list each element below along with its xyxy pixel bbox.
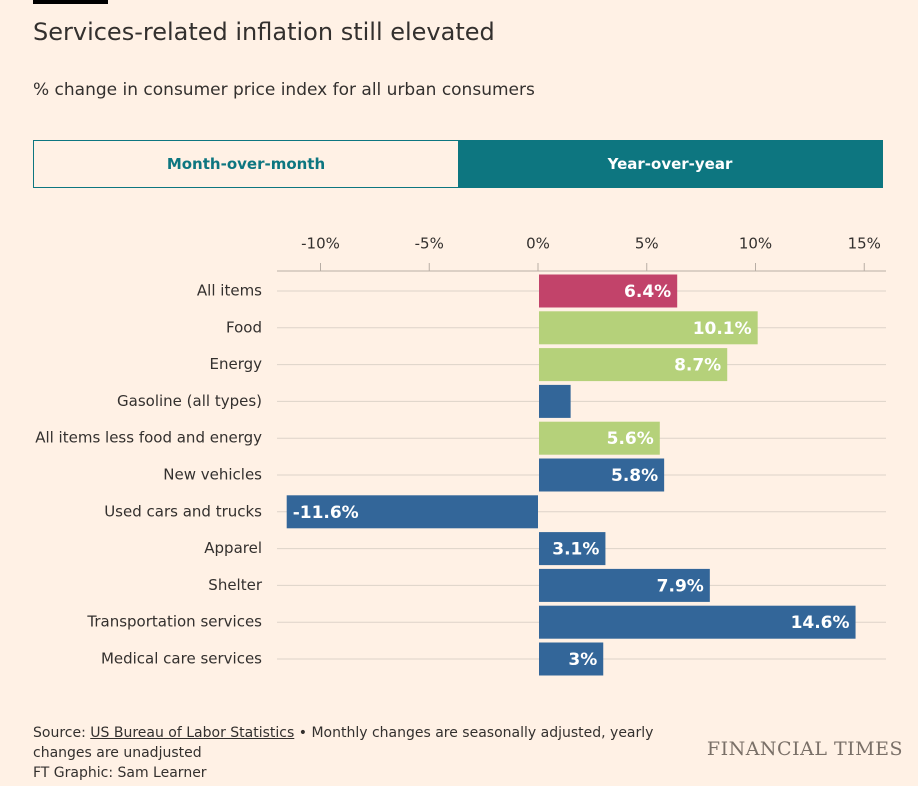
tab[interactable]: Month-over-month	[166, 155, 326, 173]
chart-subtitle: % change in consumer price index for all…	[33, 80, 535, 100]
bar	[539, 568, 710, 602]
bar	[539, 274, 678, 308]
bar	[539, 348, 728, 382]
tab-bar: Month-over-month Year-over-year	[33, 140, 883, 188]
y-tick-label: Transportation services	[86, 613, 262, 631]
y-tick-label: New vehicles	[163, 466, 262, 484]
y-tick-label: Energy	[209, 355, 262, 373]
bar	[539, 605, 856, 639]
brand: FINANCIAL TIMES	[706, 738, 903, 760]
value-label: 6.4%	[624, 282, 671, 302]
source-link[interactable]: US Bureau of Labor Statistics	[90, 725, 295, 741]
value-label: 14.6%	[791, 613, 850, 633]
value-label: 5.6%	[607, 429, 654, 449]
note: • Monthly changes are seasonally adjuste…	[33, 725, 654, 761]
value-label: 5.8%	[611, 466, 658, 486]
y-tick-label: Food	[226, 318, 262, 336]
x-tick-label: -5%	[415, 235, 444, 253]
value-label: 8.7%	[674, 356, 721, 376]
y-tick-label: All items	[197, 282, 262, 300]
x-tick-label: 0%	[526, 235, 550, 253]
bar	[539, 532, 606, 566]
y-tick-label: Apparel	[204, 539, 262, 557]
source-label: Source:	[33, 725, 86, 741]
chart-title: Services-related inflation still elevate…	[33, 18, 495, 46]
value-label: -11.6%	[293, 503, 359, 523]
x-tick-label: 5%	[635, 235, 659, 253]
bar	[539, 458, 665, 492]
bar	[539, 384, 571, 418]
brand-bar	[33, 0, 108, 4]
bar	[539, 311, 758, 345]
credit: FT Graphic: Sam Learner	[33, 765, 207, 781]
y-tick-label: Shelter	[208, 576, 263, 594]
y-tick-label: All items less food and energy	[35, 429, 262, 447]
bar	[286, 495, 538, 529]
y-tick-label: Used cars and trucks	[104, 502, 262, 520]
bar	[539, 421, 660, 455]
value-label: 10.1%	[693, 319, 752, 339]
footer: Source: US Bureau of Labor Statistics • …	[33, 723, 693, 783]
value-label: 3%	[568, 650, 597, 670]
bar	[539, 642, 604, 676]
value-label: 7.9%	[657, 576, 704, 596]
x-tick-label: -10%	[301, 235, 340, 253]
tab[interactable]: Year-over-year	[458, 141, 882, 187]
value-label: 3.1%	[552, 540, 599, 560]
x-tick-label: 10%	[739, 235, 772, 253]
y-tick-label: Medical care services	[101, 650, 262, 668]
y-tick-label: Gasoline (all types)	[117, 392, 262, 410]
x-tick-label: 15%	[848, 235, 881, 253]
